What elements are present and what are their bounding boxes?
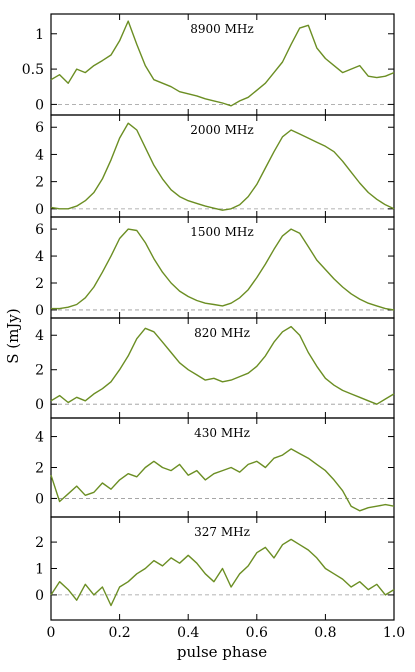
panel-1: 0 2 4 6 2000 MHz (35, 114, 395, 218)
y-tick-label: 4 (35, 430, 44, 446)
x-tick-label: 1.0 (383, 625, 405, 641)
y-tick-label: 0 (35, 588, 44, 604)
frequency-label: 2000 MHz (190, 123, 253, 137)
x-tick-label: 0.4 (177, 625, 199, 641)
series-line (50, 20, 395, 107)
series-line (50, 448, 395, 512)
y-tick-label: 2 (35, 276, 44, 292)
frequency-label: 8900 MHz (190, 22, 253, 36)
x-tick-label: 0.2 (108, 625, 130, 641)
y-tick-label: 2 (35, 363, 44, 379)
series-line (50, 325, 395, 405)
frequency-label: 1500 MHz (190, 225, 253, 239)
panel-0: 0 0.5 1 8900 MHz (22, 13, 395, 116)
y-tick-label: 0 (35, 202, 44, 218)
series-line (51, 228, 395, 311)
series-line (50, 538, 395, 607)
y-tick-label: 4 (35, 328, 44, 344)
y-tick-label: 6 (35, 120, 44, 136)
x-axis-title: pulse phase (177, 643, 267, 661)
series-line (50, 122, 395, 211)
panel-4: 0 2 4 430 MHz (35, 417, 395, 518)
y-tick-label: 1 (35, 27, 44, 43)
y-tick-label: 0 (35, 97, 44, 113)
y-tick-label: 6 (35, 222, 44, 238)
y-tick-label: 2 (35, 461, 44, 477)
panel-3: 0 2 4 820 MHz (35, 317, 395, 419)
y-tick-label: 2 (35, 535, 44, 551)
y-tick-label: 4 (35, 147, 44, 163)
x-tick-label: 0 (47, 625, 56, 641)
frequency-label: 430 MHz (194, 426, 250, 440)
panel-5: 0 1 2 327 MHz (35, 516, 395, 621)
y-tick-label: 0.5 (22, 62, 44, 78)
x-tick-label: 0.8 (314, 625, 336, 641)
chart-panels: 0 0.5 1 8900 MHz 0 2 4 6 2000 MHz 0 2 4 6 1500 MHz 0 2 4… (22, 13, 405, 641)
y-tick-label: 0 (35, 303, 44, 319)
panel-2: 0 2 4 6 1500 MHz (35, 216, 395, 319)
y-tick-label: 0 (35, 397, 44, 413)
x-tick-label: 0.6 (246, 625, 268, 641)
y-tick-label: 1 (35, 562, 44, 578)
frequency-label: 327 MHz (194, 525, 250, 539)
y-tick-label: 4 (35, 249, 44, 265)
y-tick-label: 0 (35, 491, 44, 507)
y-axis-title: S (mJy) (4, 308, 22, 363)
y-tick-label: 2 (35, 175, 44, 191)
frequency-label: 820 MHz (194, 326, 250, 340)
